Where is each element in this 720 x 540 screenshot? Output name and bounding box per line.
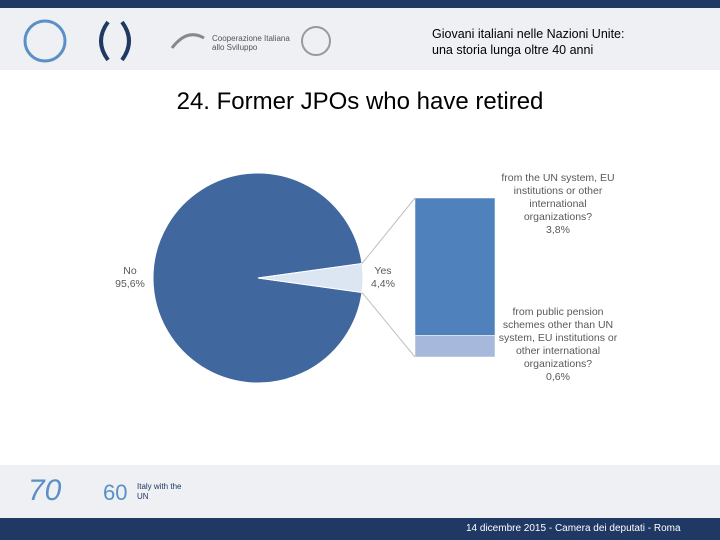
- bar-label: from the UN system, EU institutions or o…: [497, 172, 619, 237]
- ministry-logo: [99, 20, 131, 62]
- category: No: [123, 265, 137, 277]
- header-text: Giovani italiani nelle Nazioni Unite: un…: [432, 26, 624, 58]
- header-logos: [23, 19, 331, 63]
- footer-band: [0, 465, 720, 518]
- value-label: 95,6%: [115, 278, 145, 290]
- top-strip: [0, 0, 720, 8]
- footer-strip: [0, 518, 720, 540]
- logo-italy: Italy with the UN: [137, 482, 182, 501]
- bar-segment: [414, 335, 496, 358]
- emblem: [301, 26, 331, 56]
- slice-label: No 95,6%: [105, 265, 155, 291]
- category: from the UN system, EU institutions or o…: [501, 172, 615, 223]
- header-line-1: Giovani italiani nelle Nazioni Unite:: [432, 27, 625, 41]
- pie-slice: [257, 262, 364, 294]
- value-label: 3,8%: [546, 224, 570, 236]
- logo-text: Cooperazione Italiana allo Sviluppo: [212, 34, 290, 52]
- chart-title: 24. Former JPOs who have retired: [176, 88, 544, 115]
- logo-60: 60: [103, 480, 128, 505]
- bar-label: from public pension schemes other than U…: [497, 306, 619, 384]
- connector: [361, 197, 416, 264]
- un-logo: [23, 19, 67, 63]
- header-band: [0, 8, 720, 70]
- header-line-2: una storia lunga oltre 40 anni: [432, 43, 594, 57]
- value-label: 4,4%: [371, 278, 395, 290]
- pie-slice: [152, 172, 363, 384]
- category: Yes: [374, 265, 392, 277]
- logo-text-2: allo Sviluppo: [212, 43, 258, 52]
- connector: [361, 292, 416, 358]
- logo-text-1: Cooperazione Italiana: [212, 34, 290, 43]
- dove-logo: [170, 33, 205, 49]
- logo-70: 70: [28, 474, 62, 507]
- category: from public pension schemes other than U…: [498, 306, 618, 370]
- footer-text: 14 dicembre 2015 - Camera dei deputati -…: [466, 523, 681, 534]
- slice-label: Yes 4,4%: [358, 265, 408, 291]
- bar-segment: [414, 197, 496, 336]
- value-label: 0,6%: [546, 371, 570, 383]
